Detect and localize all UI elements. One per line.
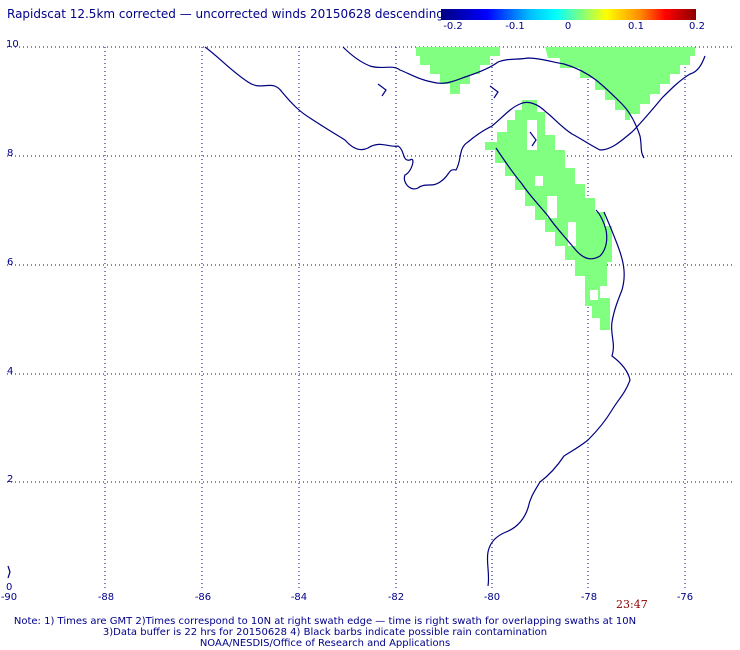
y-axis-label: 0 <box>6 582 13 593</box>
x-axis-label: -88 <box>97 592 115 603</box>
colorbar-tick-label: -0.2 <box>443 21 463 32</box>
colorbar-tick-label: 0.1 <box>628 21 644 32</box>
x-axis-label: -84 <box>290 592 308 603</box>
wind-difference-field <box>416 47 695 330</box>
y-axis-label: 6 <box>7 257 14 268</box>
colorbar-tick-label: 0 <box>564 21 572 32</box>
wind-cell-cluster <box>545 47 695 120</box>
x-axis-label: -80 <box>483 592 501 603</box>
coastline-central-america <box>204 46 706 190</box>
field-gap <box>568 222 576 246</box>
island-outline <box>529 131 537 147</box>
island-outline <box>489 85 499 99</box>
coastline-galapagos <box>7 565 11 579</box>
field-gap <box>535 176 543 186</box>
island-outline <box>377 83 387 97</box>
colorbar-tick-label: -0.1 <box>505 21 525 32</box>
map-title: Rapidscat 12.5km corrected — uncorrected… <box>7 7 444 21</box>
footnote-line-2: 3)Data buffer is 22 hrs for 20150628 4) … <box>102 627 548 638</box>
wind-cell-cluster <box>416 47 500 94</box>
coastline-caribbean <box>342 46 645 159</box>
swath-time-label: 23:47 <box>616 598 648 611</box>
y-axis-label: 8 <box>7 148 14 159</box>
x-axis-label: -78 <box>580 592 598 603</box>
footnote-line-1: Note: 1) Times are GMT 2)Times correspon… <box>13 616 637 627</box>
footnote-credit: NOAA/NESDIS/Office of Research and Appli… <box>199 638 451 649</box>
x-axis-label: -76 <box>676 592 694 603</box>
coastline-south-america <box>486 211 631 587</box>
x-axis-label: -86 <box>194 592 212 603</box>
field-gap <box>590 290 598 300</box>
colorbar-tick-label: 0.2 <box>689 21 705 32</box>
y-axis-label: 2 <box>7 474 14 485</box>
coastline-gulf-of-panama <box>495 147 608 260</box>
grid-lines <box>7 46 733 590</box>
x-axis-label: -90 <box>0 592 18 603</box>
field-gap <box>547 196 557 218</box>
x-axis-label: -82 <box>387 592 405 603</box>
coastline <box>7 46 706 587</box>
colorbar <box>441 9 696 20</box>
y-axis-label: 4 <box>7 366 14 377</box>
y-axis-label: 10 <box>6 39 19 50</box>
